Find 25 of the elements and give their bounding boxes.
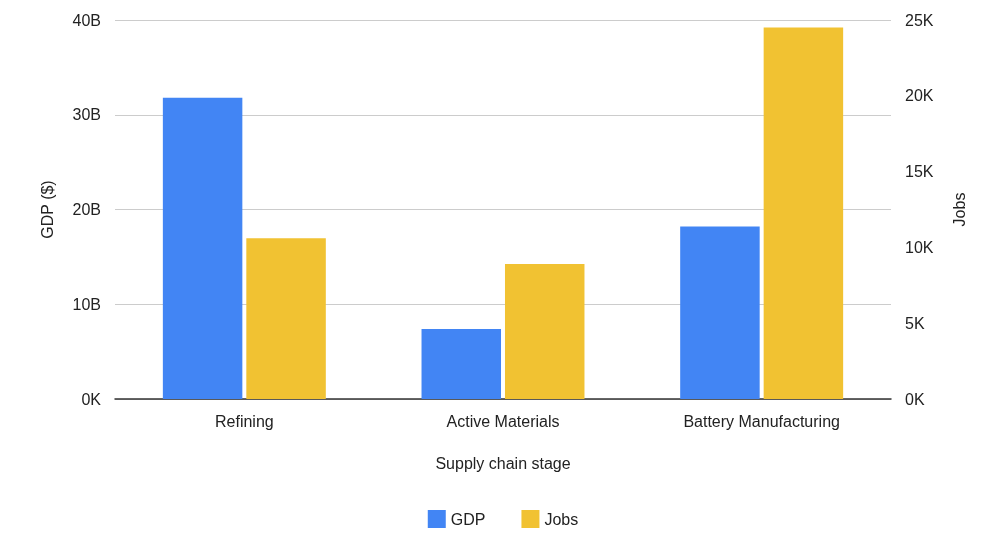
y2-tick-label: 5K — [905, 314, 925, 332]
y-tick-label: 10B — [72, 295, 101, 313]
y-tick-label: 40B — [72, 11, 101, 29]
y-axis-title: GDP ($) — [38, 180, 56, 239]
x-tick-label: Refining — [214, 412, 274, 430]
y-tick-label: 0K — [81, 390, 102, 408]
y-tick-label: 30B — [72, 106, 101, 124]
bar — [246, 238, 326, 399]
bar — [504, 264, 585, 399]
legend-label: GDP — [450, 510, 486, 528]
y2-axis-title: Jobs — [950, 192, 968, 227]
y2-tick-label: 20K — [905, 87, 934, 105]
y2-tick-label: 25K — [905, 11, 934, 29]
bar — [680, 226, 760, 399]
x-tick-label: Battery Manufacturing — [683, 412, 840, 430]
bar — [421, 328, 502, 399]
bar — [763, 27, 844, 399]
legend-label: Jobs — [544, 510, 579, 528]
y2-tick-label: 0K — [905, 390, 925, 408]
x-tick-label: Active Materials — [446, 412, 560, 430]
x-axis-title: Supply chain stage — [435, 454, 571, 472]
y-tick-label: 20B — [72, 201, 101, 218]
bar — [162, 97, 243, 399]
y2-tick-label: 15K — [905, 163, 934, 181]
y2-tick-label: 10K — [905, 238, 934, 256]
